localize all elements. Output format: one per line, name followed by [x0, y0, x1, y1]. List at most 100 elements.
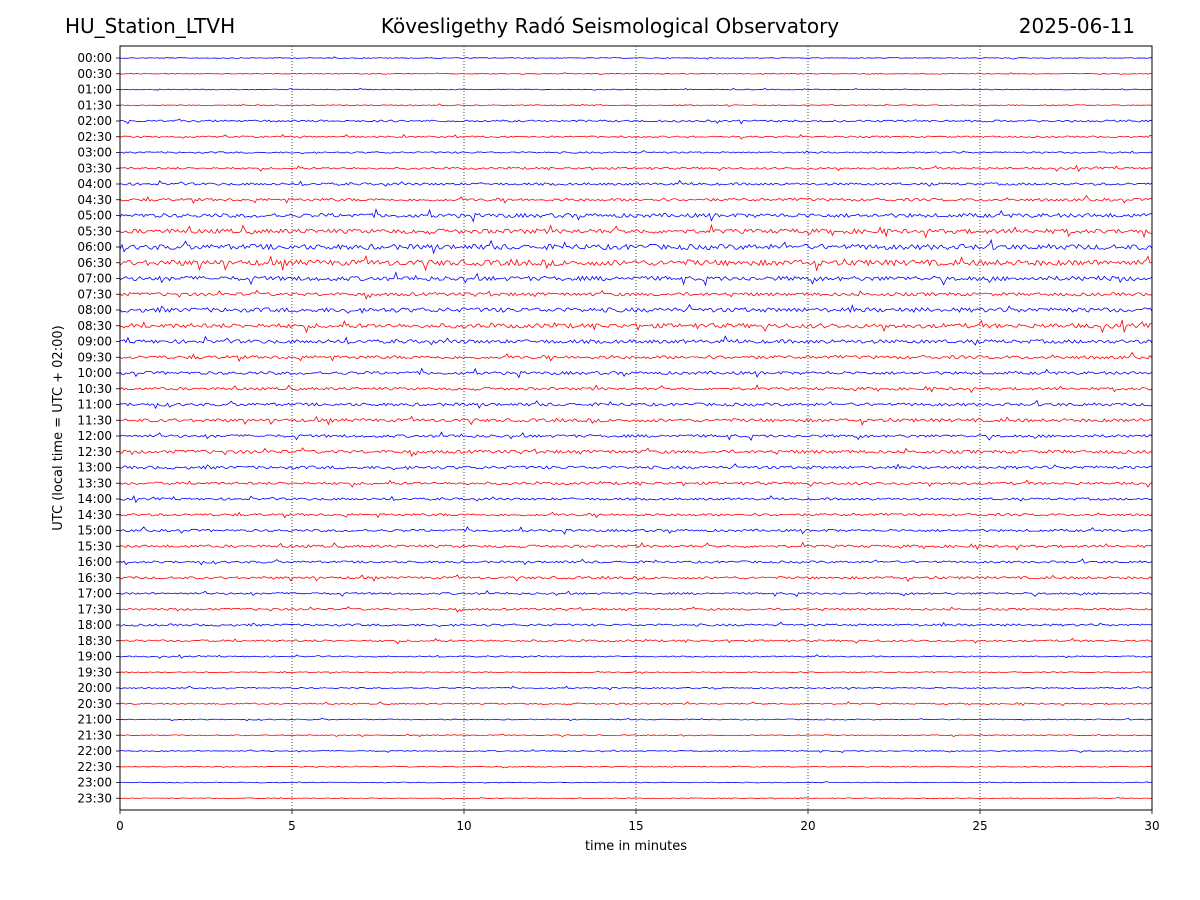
y-tick-label: 11:30 — [77, 413, 112, 427]
y-tick-label: 17:00 — [77, 587, 112, 601]
trace-0000 — [119, 56, 1153, 60]
y-tick-label: 01:00 — [77, 83, 112, 97]
observatory-title: Kövesligethy Radó Seismological Observat… — [380, 14, 840, 38]
y-tick-label: 06:30 — [77, 256, 112, 270]
y-tick-label: 08:30 — [77, 319, 112, 333]
trace-2000 — [119, 685, 1153, 691]
y-tick-label: 04:30 — [77, 193, 112, 207]
y-tick-label: 19:00 — [77, 650, 112, 664]
y-tick-label: 05:00 — [77, 209, 112, 223]
x-tick-label: 5 — [288, 819, 296, 833]
trace-2100 — [119, 717, 1153, 722]
x-tick-label: 30 — [1144, 819, 1159, 833]
y-tick-label: 08:00 — [77, 303, 112, 317]
y-tick-label: 21:00 — [77, 713, 112, 727]
trace-1600 — [119, 558, 1153, 566]
trace-2300 — [119, 781, 1153, 784]
y-tick-label: 16:00 — [77, 555, 112, 569]
y-tick-label: 10:30 — [77, 382, 112, 396]
y-tick-label: 07:00 — [77, 272, 112, 286]
y-tick-label: 00:00 — [77, 51, 112, 65]
trace-0230 — [119, 133, 1153, 140]
trace-0330 — [119, 164, 1153, 173]
y-tick-label: 19:30 — [77, 665, 112, 679]
y-tick-label: 12:30 — [77, 445, 112, 459]
trace-0200 — [119, 118, 1153, 125]
y-tick-label: 09:00 — [77, 335, 112, 349]
trace-0300 — [119, 150, 1153, 155]
trace-1830 — [119, 637, 1153, 645]
trace-2200 — [119, 749, 1153, 753]
date-title: 2025-06-11 — [1018, 14, 1135, 38]
y-tick-label: 15:00 — [77, 524, 112, 538]
y-tick-label: 20:30 — [77, 697, 112, 711]
trace-0800 — [119, 303, 1153, 314]
trace-0430 — [119, 194, 1153, 205]
y-tick-label: 03:00 — [77, 146, 112, 160]
x-tick-label: 0 — [116, 819, 124, 833]
trace-0030 — [119, 72, 1153, 76]
y-tick-label: 01:30 — [77, 98, 112, 112]
trace-1930 — [119, 670, 1153, 674]
trace-0930 — [119, 351, 1153, 363]
trace-1530 — [119, 541, 1153, 551]
x-tick-label: 20 — [800, 819, 815, 833]
y-tick-label: 23:30 — [77, 791, 112, 805]
trace-0130 — [119, 103, 1153, 108]
y-tick-label: 15:30 — [77, 539, 112, 553]
trace-0600 — [119, 238, 1153, 255]
trace-1730 — [119, 606, 1153, 613]
y-tick-label: 02:00 — [77, 114, 112, 128]
y-tick-label: 07:30 — [77, 287, 112, 301]
trace-0700 — [119, 271, 1153, 287]
y-tick-label: 14:00 — [77, 492, 112, 506]
grid-layer — [291, 46, 981, 810]
y-tick-label: 21:30 — [77, 728, 112, 742]
station-title: HU_Station_LTVH — [65, 14, 236, 38]
y-tick-label: 00:30 — [77, 67, 112, 81]
y-tick-label: 04:00 — [77, 177, 112, 191]
y-tick-label: 20:00 — [77, 681, 112, 695]
trace-1400 — [119, 495, 1153, 504]
y-tick-label: 03:30 — [77, 161, 112, 175]
y-tick-label: 16:30 — [77, 571, 112, 585]
y-tick-label: 05:30 — [77, 224, 112, 238]
x-tick-label: 25 — [972, 819, 987, 833]
trace-1200 — [119, 431, 1153, 441]
y-tick-label: 12:00 — [77, 429, 112, 443]
y-tick-label: 18:30 — [77, 634, 112, 648]
trace-1300 — [119, 463, 1153, 471]
x-tick-label: 10 — [456, 819, 471, 833]
y-tick-label: 02:30 — [77, 130, 112, 144]
trace-2030 — [119, 701, 1153, 707]
trace-1700 — [119, 590, 1153, 598]
trace-0530 — [119, 223, 1152, 239]
trace-1230 — [119, 447, 1153, 458]
y-tick-label: 06:00 — [77, 240, 112, 254]
y-axis-label: UTC (local time = UTC + 02:00) — [51, 325, 66, 530]
y-tick-label: 09:30 — [77, 350, 112, 364]
trace-2230 — [119, 765, 1153, 769]
trace-1100 — [119, 399, 1153, 410]
y-tick-label: 13:00 — [77, 461, 112, 475]
trace-0100 — [119, 87, 1153, 91]
trace-1130 — [119, 415, 1153, 426]
trace-0900 — [119, 335, 1153, 346]
trace-1800 — [119, 621, 1153, 628]
trace-layer — [119, 56, 1153, 800]
y-tick-label: 14:30 — [77, 508, 112, 522]
trace-1630 — [119, 574, 1153, 582]
y-tick-label: 17:30 — [77, 602, 112, 616]
y-tick-label: 10:00 — [77, 366, 112, 380]
y-tick-label: 13:30 — [77, 476, 112, 490]
trace-0830 — [119, 319, 1153, 334]
x-axis-label: time in minutes — [585, 839, 687, 854]
trace-0400 — [119, 179, 1153, 187]
trace-0730 — [119, 289, 1153, 300]
y-tick-label: 22:30 — [77, 760, 112, 774]
x-tick-label: 15 — [628, 819, 643, 833]
trace-2330 — [119, 796, 1153, 800]
y-tick-label: 23:00 — [77, 776, 112, 790]
